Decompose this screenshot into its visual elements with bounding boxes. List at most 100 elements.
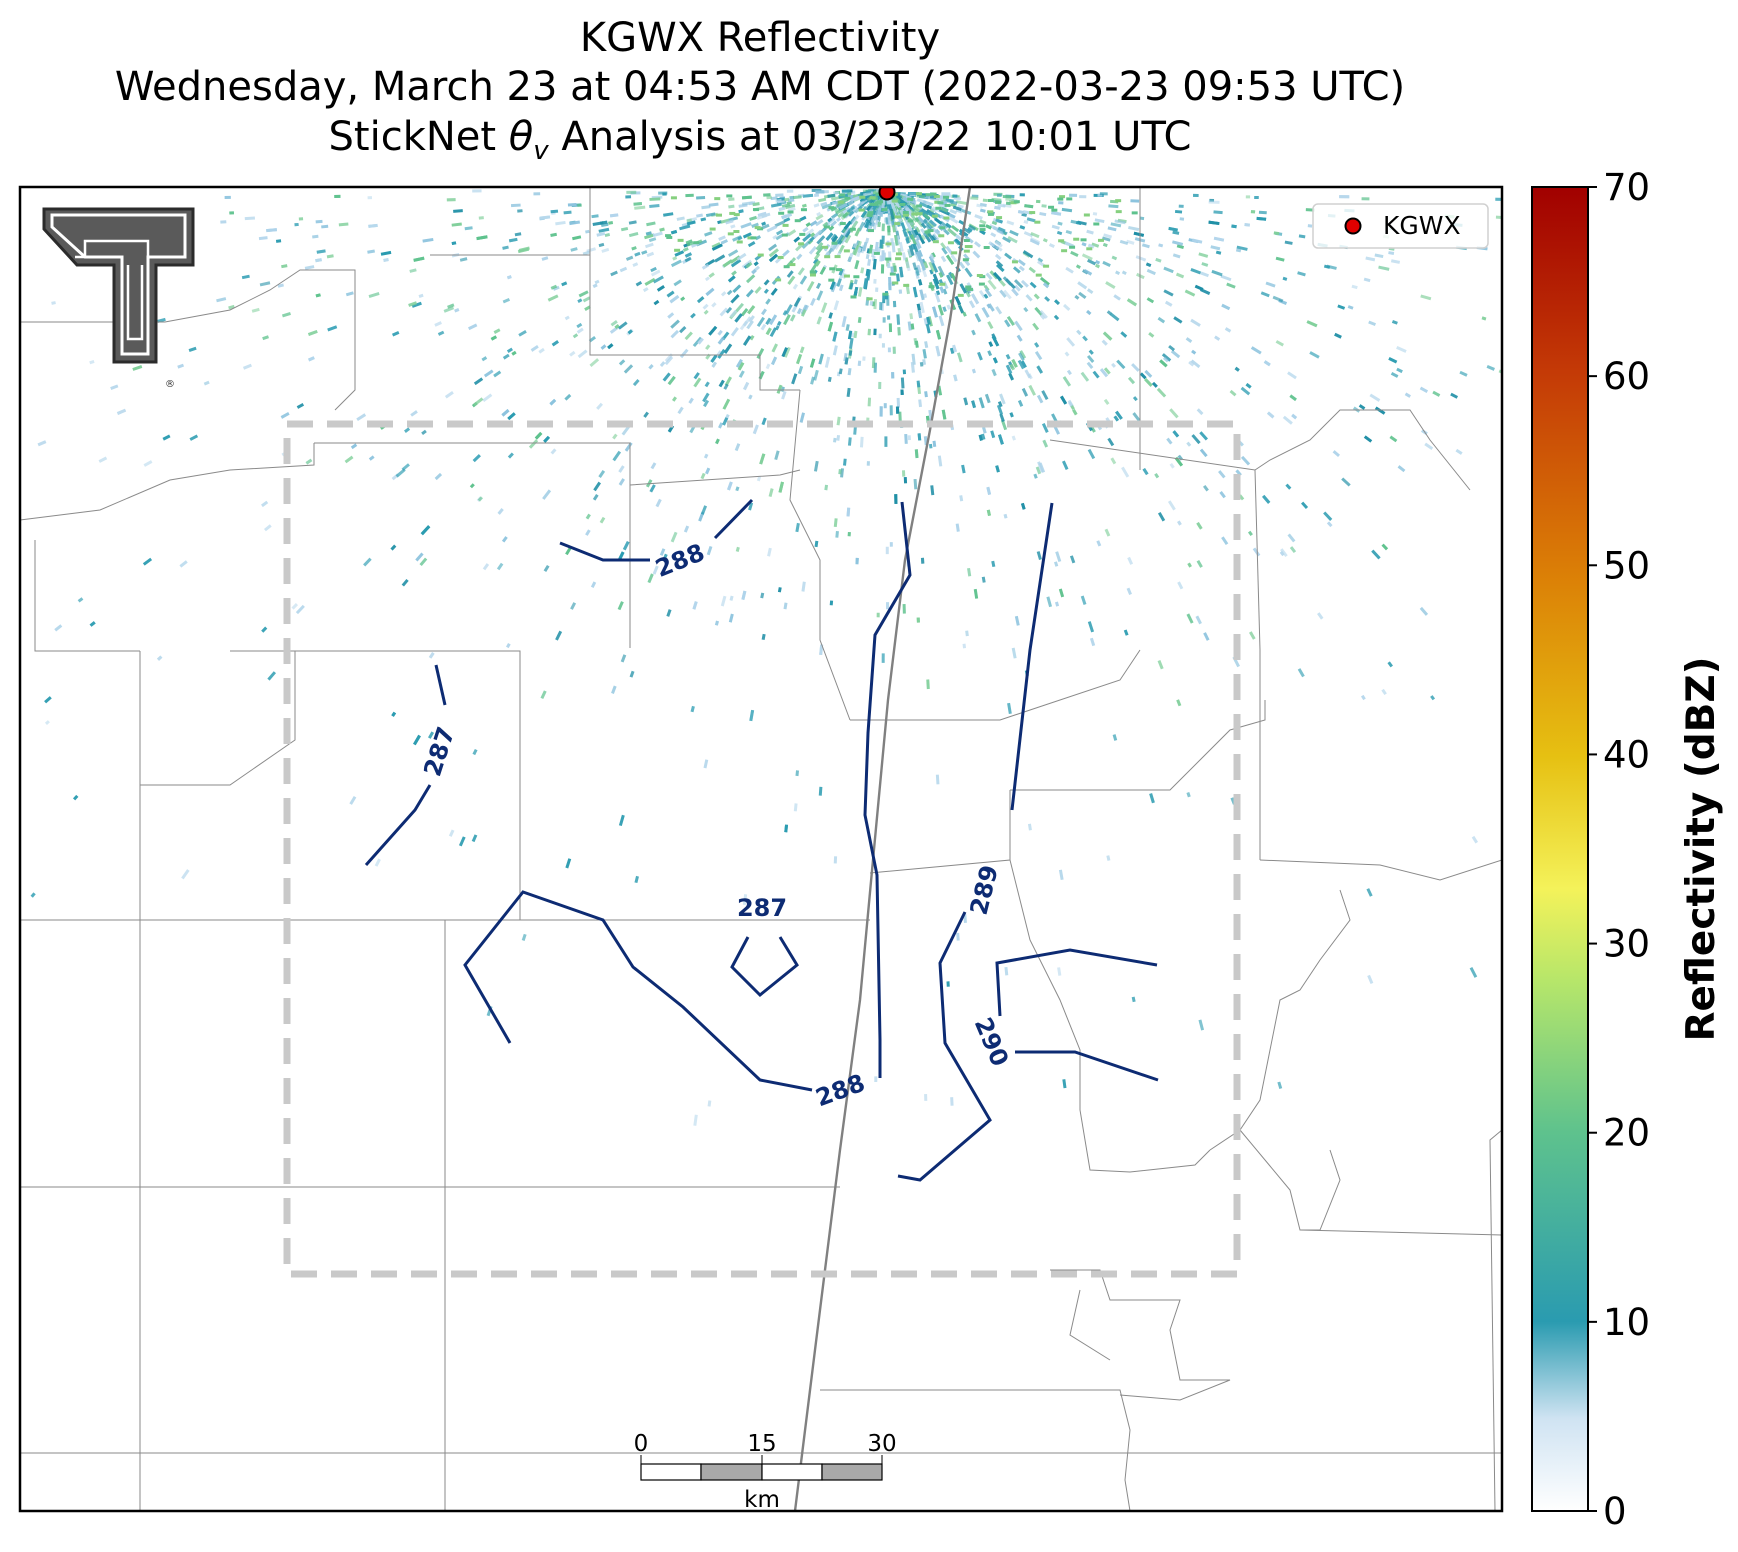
echo-gate bbox=[720, 218, 730, 224]
echo-gate bbox=[518, 246, 530, 252]
echo-gate bbox=[592, 283, 598, 288]
echo-gate bbox=[619, 266, 628, 273]
echo-gate bbox=[181, 869, 190, 880]
echo-gate bbox=[1044, 296, 1051, 302]
echo-gate bbox=[932, 233, 940, 241]
echo-gate bbox=[937, 455, 943, 467]
echo-gate bbox=[1101, 339, 1108, 346]
echo-gate bbox=[984, 288, 993, 298]
echo-gate bbox=[1011, 435, 1016, 441]
echo-gate bbox=[614, 324, 620, 330]
echo-gate bbox=[889, 208, 895, 220]
echo-gate bbox=[1065, 229, 1073, 235]
echo-gate bbox=[880, 264, 885, 274]
echo-gate bbox=[915, 235, 921, 241]
echo-gate bbox=[608, 221, 614, 225]
echo-gate bbox=[865, 254, 870, 260]
echo-gate bbox=[315, 258, 322, 263]
echo-gate bbox=[1102, 331, 1113, 341]
echo-gate bbox=[877, 207, 882, 215]
echo-gate bbox=[1058, 239, 1065, 243]
echo-gate bbox=[919, 301, 925, 314]
echo-gate bbox=[1034, 342, 1040, 348]
echo-gate bbox=[930, 192, 937, 196]
echo-gate bbox=[768, 253, 779, 263]
echo-gate bbox=[836, 416, 841, 426]
echo-gate bbox=[1289, 394, 1297, 402]
echo-gate bbox=[502, 297, 511, 304]
echo-gate bbox=[703, 309, 709, 315]
echo-gate bbox=[932, 273, 940, 285]
echo-gate bbox=[633, 202, 643, 206]
echo-gate bbox=[867, 259, 872, 266]
echo-gate bbox=[1003, 289, 1012, 300]
echo-gate bbox=[1469, 967, 1478, 978]
echo-gate bbox=[1058, 588, 1065, 598]
echo-gate bbox=[747, 241, 756, 248]
echo-gate bbox=[876, 612, 880, 618]
echo-gate bbox=[904, 433, 908, 444]
echo-gate bbox=[229, 211, 235, 215]
echo-gate bbox=[894, 234, 899, 246]
echo-gate bbox=[759, 453, 766, 465]
echo-gate bbox=[1037, 257, 1044, 263]
echo-gate bbox=[1110, 222, 1122, 228]
echo-gate bbox=[853, 245, 860, 256]
echo-gate bbox=[916, 251, 923, 262]
echo-gate bbox=[978, 289, 986, 299]
echo-gate bbox=[413, 734, 421, 746]
echo-gate bbox=[978, 282, 985, 286]
echo-gate bbox=[663, 553, 668, 560]
echo-gate bbox=[743, 335, 752, 346]
echo-gate bbox=[667, 312, 675, 319]
echo-gate bbox=[540, 690, 547, 700]
echo-gate bbox=[664, 353, 674, 363]
echo-gate bbox=[714, 254, 726, 263]
echo-gate bbox=[776, 384, 783, 394]
echo-gate bbox=[891, 242, 896, 253]
echo-gate bbox=[1486, 364, 1495, 371]
echo-gate bbox=[594, 279, 600, 285]
echo-gate bbox=[1006, 220, 1015, 226]
echo-gate bbox=[835, 530, 839, 538]
echo-gate bbox=[1279, 550, 1285, 557]
echo-gate bbox=[673, 279, 682, 287]
echo-gate bbox=[958, 261, 966, 270]
echo-gate bbox=[828, 312, 833, 319]
echo-gate bbox=[999, 413, 1005, 423]
echo-gate bbox=[963, 397, 969, 406]
echo-gate bbox=[1363, 435, 1373, 443]
echo-gate bbox=[924, 341, 929, 349]
echo-gate bbox=[799, 232, 806, 236]
echo-gate bbox=[308, 356, 315, 362]
echo-gate bbox=[652, 275, 664, 284]
echo-gate bbox=[869, 301, 874, 306]
echo-gate bbox=[749, 335, 755, 341]
echo-gate bbox=[510, 203, 521, 208]
echo-gate bbox=[1339, 195, 1350, 199]
echo-gate bbox=[769, 327, 777, 338]
echo-gate bbox=[598, 470, 606, 478]
echo-gate bbox=[448, 829, 455, 837]
echo-gate bbox=[1250, 346, 1262, 355]
echo-gate bbox=[1307, 224, 1313, 228]
echo-gate bbox=[307, 329, 318, 336]
echo-gate bbox=[935, 345, 941, 357]
echo-gate bbox=[813, 369, 819, 381]
echo-gate bbox=[242, 363, 252, 370]
echo-gate bbox=[770, 196, 778, 201]
echo-gate bbox=[1323, 511, 1333, 521]
echo-gate bbox=[482, 563, 490, 571]
echo-gate bbox=[44, 696, 52, 704]
echo-gate bbox=[368, 223, 378, 228]
echo-gate bbox=[646, 251, 655, 258]
echo-gate bbox=[897, 327, 901, 336]
echo-gate bbox=[1014, 320, 1023, 332]
echo-gate bbox=[596, 402, 603, 410]
echo-gate bbox=[846, 387, 851, 397]
echo-gate bbox=[873, 251, 880, 255]
echo-gate bbox=[902, 210, 909, 214]
echo-gate bbox=[881, 250, 885, 261]
echo-gate bbox=[757, 253, 764, 257]
echo-gate bbox=[1298, 234, 1306, 239]
